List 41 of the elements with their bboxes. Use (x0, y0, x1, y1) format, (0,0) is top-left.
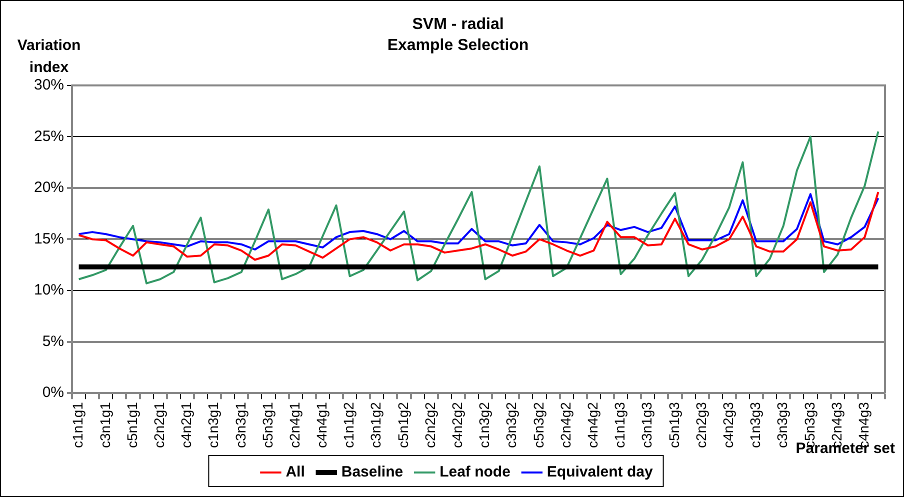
x-tick-label: c2n2g3 (692, 402, 709, 448)
x-tick-label: c1n1g3 (612, 402, 628, 448)
y-tick-label: 15% (34, 230, 64, 248)
x-tick-label: c4n4g1 (314, 402, 330, 448)
x-tick-label: c4n4g2 (584, 402, 601, 448)
x-tick-label: c2n4g1 (286, 402, 302, 448)
x-tick-label: c3n1g1 (96, 402, 113, 448)
x-tick-label: c5n1g2 (394, 402, 411, 448)
x-tick-label: c1n3g1 (205, 402, 222, 448)
x-tick-label: c2n2g2 (422, 402, 438, 448)
x-tick-label: c5n3g1 (259, 402, 276, 448)
x-tick-label: c2n2g1 (150, 402, 167, 448)
x-tick-label: c5n3g2 (530, 402, 546, 448)
x-tick-label: c3n3g3 (774, 402, 790, 448)
legend-label: Equivalent day (546, 464, 654, 481)
x-tick-label: c2n4g2 (557, 402, 574, 448)
x-tick-label: c3n3g1 (232, 402, 248, 448)
y-tick-label: 5% (42, 332, 64, 350)
chart-title: SVM - radial (412, 16, 504, 34)
x-tick-label: c1n3g3 (747, 402, 764, 448)
chart-subtitle: Example Selection (387, 37, 529, 54)
x-tick-label: c3n1g3 (638, 402, 655, 448)
legend-label: All (286, 464, 305, 481)
x-tick-label: c1n1g1 (70, 402, 86, 448)
x-tick-label: c1n1g2 (340, 402, 357, 448)
x-tick-label: c3n1g2 (368, 402, 384, 448)
x-tick-label: c4n2g3 (720, 402, 736, 448)
x-tick-label: c5n1g1 (124, 402, 140, 448)
y-tick-label: 0% (42, 384, 64, 402)
y-tick-label: 20% (34, 179, 64, 196)
x-tick-label: c4n2g2 (449, 402, 466, 448)
y-tick-label: 10% (34, 282, 64, 299)
y-axis-title: Variation index (17, 37, 81, 76)
legend-label: Baseline (341, 464, 404, 481)
x-tick-label: c1n3g2 (476, 402, 492, 448)
y-tick-label: 30% (34, 76, 64, 94)
x-tick-label: c4n2g1 (178, 402, 194, 448)
legend-label: Leaf node (440, 464, 510, 481)
y-tick-label: 25% (34, 128, 64, 145)
x-tick-label: c3n3g2 (503, 402, 520, 448)
x-tick-label: c5n1g3 (666, 402, 682, 448)
